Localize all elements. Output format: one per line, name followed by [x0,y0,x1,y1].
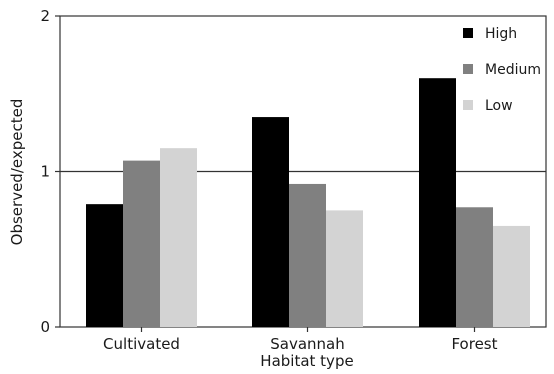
bar-forest-high [419,78,456,327]
x-tick-label-forest: Forest [451,335,497,353]
bar-savannah-high [252,117,289,327]
legend-swatch-low [463,100,473,110]
bar-cultivated-low [160,148,197,327]
bar-savannah-low [326,210,363,327]
legend-swatch-high [463,28,473,38]
bar-forest-medium [456,207,493,327]
legend-label-medium: Medium [485,62,541,78]
bar-forest-low [493,225,530,327]
legend-label-high: High [485,26,517,42]
x-axis-title: Habitat type [260,352,353,370]
bar-cultivated-medium [123,160,160,327]
y-tick-label-1: 1 [40,163,50,181]
x-tick-label-cultivated: Cultivated [103,335,180,353]
legend-label-low: Low [485,98,513,114]
x-tick-label-savannah: Savannah [270,335,345,353]
legend-swatch-medium [463,64,473,74]
y-tick-label-0: 0 [40,318,50,336]
y-axis-title: Observed/expected [8,99,26,246]
y-tick-label-2: 2 [40,7,50,25]
bar-savannah-medium [289,183,326,327]
bar-cultivated-high [86,204,123,327]
